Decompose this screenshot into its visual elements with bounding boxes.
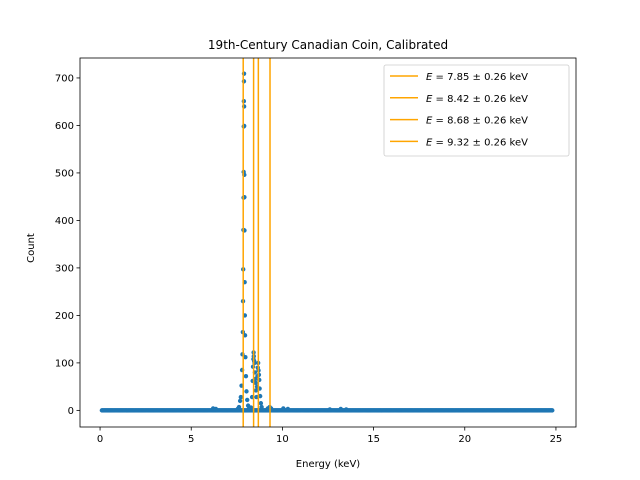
data-point bbox=[259, 404, 264, 410]
data-point bbox=[245, 397, 250, 403]
chart-title: 19th-Century Canadian Coin, Calibrated bbox=[208, 38, 448, 52]
y-axis-label: Count bbox=[26, 233, 37, 263]
data-point bbox=[238, 394, 244, 400]
x-tick-label: 25 bbox=[550, 434, 563, 445]
y-tick-label: 700 bbox=[55, 73, 74, 84]
y-tick-label: 300 bbox=[55, 263, 74, 274]
y-tick-label: 500 bbox=[55, 168, 74, 179]
data-point bbox=[344, 407, 349, 412]
x-axis-label: Energy (keV) bbox=[296, 459, 361, 470]
data-point bbox=[253, 388, 259, 393]
x-tick-label: 15 bbox=[367, 434, 380, 445]
plot-area bbox=[99, 58, 555, 427]
data-point bbox=[243, 354, 248, 360]
data-point bbox=[338, 406, 343, 412]
data-point bbox=[244, 389, 249, 394]
x-tick-label: 5 bbox=[188, 434, 194, 445]
y-tick-label: 200 bbox=[55, 311, 74, 322]
x-tick-label: 20 bbox=[458, 434, 471, 445]
plot-frame bbox=[79, 57, 577, 428]
y-tick-label: 0 bbox=[68, 406, 74, 417]
data-point bbox=[237, 398, 243, 404]
data-point bbox=[550, 408, 555, 413]
data-point bbox=[281, 406, 286, 411]
data-point bbox=[213, 406, 219, 412]
axes: 0 5 10 15 20 25 0 100 200 300 400 500 600 700 bbox=[55, 57, 577, 445]
legend-entry: E = 9.32 ± 0.26 keV bbox=[426, 137, 528, 148]
energy-lines bbox=[242, 58, 271, 427]
data-point bbox=[243, 373, 249, 379]
x-tick-label: 10 bbox=[276, 434, 289, 445]
data-point bbox=[236, 404, 242, 410]
data-point bbox=[253, 380, 258, 386]
x-tick-label: 0 bbox=[97, 434, 103, 445]
data-point bbox=[258, 401, 264, 406]
legend-entry: E = 7.85 ± 0.26 keV bbox=[426, 72, 528, 83]
y-tick-label: 600 bbox=[55, 121, 74, 132]
data-point bbox=[285, 406, 291, 412]
y-tick-label: 400 bbox=[55, 216, 74, 227]
legend-box bbox=[383, 64, 570, 157]
legend-entry: E = 8.42 ± 0.26 keV bbox=[426, 94, 528, 105]
data-point bbox=[327, 407, 333, 412]
data-point bbox=[248, 405, 254, 410]
legend: E = 7.85 ± 0.26 keV E = 8.42 ± 0.26 keV E … bbox=[383, 64, 570, 157]
legend-entry: E = 8.68 ± 0.26 keV bbox=[426, 116, 528, 127]
y-tick-label: 100 bbox=[55, 358, 74, 369]
